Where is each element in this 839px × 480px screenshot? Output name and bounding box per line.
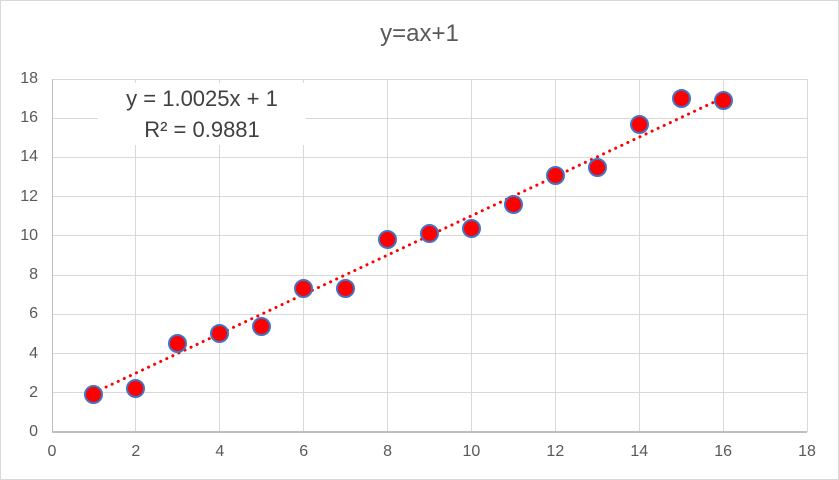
x-axis-tick-label: 8 bbox=[383, 443, 392, 460]
x-axis-tick-label: 14 bbox=[630, 443, 649, 460]
data-point-marker bbox=[587, 157, 607, 177]
x-axis-tick-label: 16 bbox=[714, 443, 732, 460]
y-axis-tick-label: 10 bbox=[20, 226, 38, 244]
x-axis-tick-label: 6 bbox=[299, 443, 309, 460]
trendline-r2-text: R² = 0.9881 bbox=[144, 117, 260, 142]
x-gridline bbox=[135, 79, 137, 432]
data-point-marker bbox=[252, 316, 272, 336]
x-axis-tick-label: 4 bbox=[215, 443, 225, 460]
y-gridline bbox=[52, 353, 807, 355]
y-axis-tick-label: 8 bbox=[29, 266, 38, 284]
plot-area: y = 1.0025x + 1 R² = 0.9881 bbox=[52, 78, 808, 433]
y-axis-tick-label: 18 bbox=[20, 70, 38, 87]
y-axis-tick-label: 12 bbox=[20, 187, 38, 205]
x-gridline bbox=[638, 79, 640, 432]
data-point-marker bbox=[168, 334, 188, 354]
y-gridline bbox=[52, 196, 807, 198]
y-gridline bbox=[52, 274, 807, 276]
data-point-marker bbox=[84, 385, 104, 405]
y-axis-line bbox=[52, 79, 53, 432]
trendline bbox=[92, 96, 725, 395]
y-gridline bbox=[52, 156, 807, 158]
trendline-equation-text: y = 1.0025x + 1 bbox=[126, 86, 278, 111]
data-point-marker bbox=[461, 218, 481, 238]
y-axis-tick-label: 0 bbox=[29, 423, 38, 440]
data-point-marker bbox=[503, 195, 523, 214]
data-point-marker bbox=[629, 114, 649, 134]
y-gridline bbox=[52, 117, 807, 119]
x-axis-tick-label: 18 bbox=[798, 443, 816, 460]
y-gridline bbox=[52, 313, 807, 315]
x-axis-tick-label: 2 bbox=[131, 443, 141, 460]
y-axis-tick-label: 2 bbox=[29, 383, 38, 401]
data-point-marker bbox=[294, 279, 314, 299]
data-point-marker bbox=[378, 230, 398, 250]
y-axis-tick-label: 4 bbox=[29, 344, 38, 362]
y-axis-tick-label: 16 bbox=[20, 109, 38, 127]
x-axis-tick-label: 10 bbox=[462, 443, 481, 460]
x-axis-tick-label: 12 bbox=[546, 443, 565, 460]
data-point-marker bbox=[420, 224, 439, 244]
x-axis-tick-label: 0 bbox=[47, 443, 57, 460]
chart-title: y=ax+1 bbox=[380, 20, 459, 47]
y-axis-tick-label: 14 bbox=[20, 148, 38, 166]
x-gridline bbox=[387, 79, 389, 432]
x-gridline bbox=[470, 79, 472, 432]
trendline-equation-label: y = 1.0025x + 1 R² = 0.9881 bbox=[98, 83, 306, 145]
x-gridline bbox=[722, 79, 724, 432]
y-gridline bbox=[52, 392, 807, 394]
data-point-marker bbox=[210, 324, 230, 344]
trendline-layer bbox=[92, 96, 725, 395]
data-point-marker bbox=[671, 89, 691, 109]
data-point-marker bbox=[126, 379, 146, 399]
data-point-marker bbox=[336, 279, 356, 299]
data-point-marker bbox=[713, 91, 733, 111]
x-gridline bbox=[303, 79, 305, 432]
data-point-marker bbox=[545, 165, 565, 185]
x-axis-line bbox=[52, 431, 807, 433]
y-gridline bbox=[52, 78, 807, 80]
x-gridline bbox=[219, 79, 221, 432]
x-gridline bbox=[554, 79, 556, 432]
x-gridline bbox=[806, 79, 808, 432]
y-axis-tick-label: 6 bbox=[29, 305, 38, 323]
